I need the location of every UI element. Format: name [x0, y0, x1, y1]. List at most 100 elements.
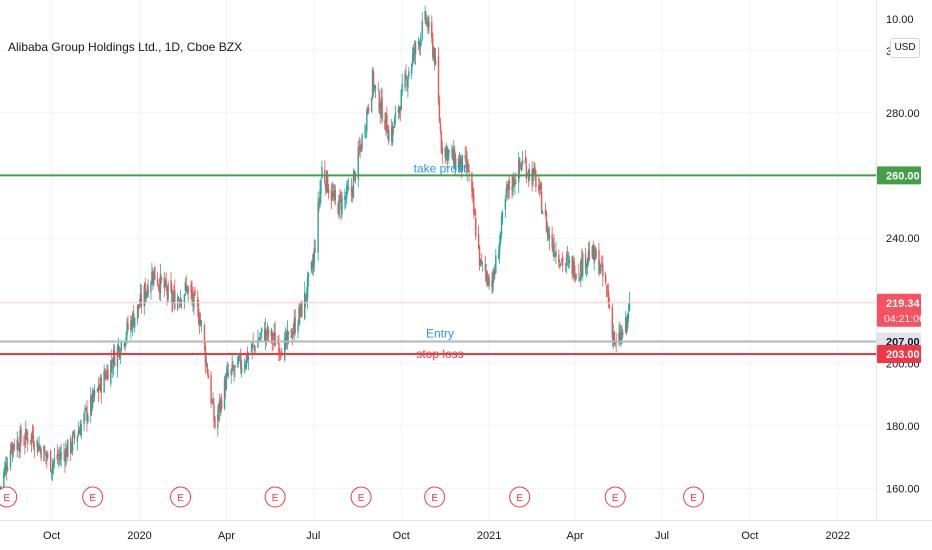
- candle-body: [507, 181, 509, 191]
- candle-body: [26, 432, 28, 437]
- candle-body: [147, 285, 149, 296]
- candle-body: [36, 439, 38, 447]
- candle-body: [126, 321, 128, 336]
- candle-body: [93, 390, 96, 397]
- candle-body: [84, 408, 86, 411]
- candle-body: [66, 447, 68, 458]
- candle-body: [521, 160, 524, 165]
- candle-body: [193, 293, 195, 308]
- candle-body: [100, 378, 102, 394]
- candle-body: [531, 170, 533, 185]
- candle-body: [464, 155, 466, 158]
- candle-body: [123, 344, 125, 346]
- candle-body: [628, 302, 631, 312]
- time-tick-label: Apr: [567, 530, 584, 542]
- candle-body: [547, 229, 550, 237]
- candle-body: [568, 259, 571, 263]
- candle-body: [52, 461, 55, 465]
- candle-body: [345, 197, 347, 200]
- candle-body: [265, 331, 268, 336]
- candle-body: [125, 336, 127, 341]
- candle-body: [500, 216, 503, 235]
- candle-body: [599, 269, 601, 273]
- candle-body: [446, 146, 448, 162]
- candle-body: [340, 199, 342, 210]
- candle-body: [238, 359, 240, 361]
- candle-body: [266, 326, 269, 334]
- candle-body: [90, 396, 92, 416]
- earnings-icon: [82, 486, 104, 508]
- candle-body: [51, 464, 54, 472]
- candle-body: [240, 354, 242, 369]
- candle-body: [535, 172, 537, 188]
- candle-body: [525, 164, 528, 179]
- candle-body: [373, 85, 376, 89]
- candle-body: [433, 48, 436, 65]
- candle-body: [157, 285, 160, 287]
- candle-body: [346, 185, 348, 197]
- time-axis-background: [0, 520, 932, 550]
- candle-body: [218, 403, 220, 413]
- candle-body: [304, 294, 307, 300]
- candle-body: [287, 331, 290, 335]
- candle-body: [263, 329, 266, 341]
- candle-body: [479, 259, 482, 264]
- candle-body: [434, 58, 437, 65]
- candle-body: [582, 253, 584, 277]
- candle-body: [458, 160, 461, 170]
- candlestick-series: [0, 5, 631, 499]
- candle-body: [186, 286, 188, 294]
- candle-body: [4, 466, 6, 476]
- candle-body: [440, 133, 443, 152]
- candle-body: [611, 306, 614, 338]
- candle-body: [232, 365, 234, 370]
- candle-body: [378, 91, 380, 112]
- earnings-marker-label: E: [272, 493, 279, 504]
- candle-body: [312, 260, 315, 269]
- candle-body: [554, 253, 556, 257]
- candle-body: [297, 325, 299, 333]
- candle-body: [445, 148, 447, 152]
- candle-body: [411, 63, 413, 74]
- price-axis[interactable]: 160.00180.00200.00240.00280.0010.0030260…: [876, 0, 932, 520]
- candle-body: [271, 333, 273, 342]
- candle-body: [240, 368, 243, 373]
- earnings-marker-label: E: [358, 493, 365, 504]
- candle-body: [587, 250, 590, 262]
- candle-body: [43, 446, 45, 462]
- candle-body: [103, 370, 105, 393]
- candle-body: [24, 442, 26, 444]
- candle-body: [467, 163, 469, 172]
- time-axis[interactable]: Oct 2020 Apr Jul Oct 2021 Apr Jul Oct 2022: [0, 520, 932, 550]
- candle-body: [326, 171, 328, 192]
- candle-body: [494, 272, 496, 275]
- stop-loss-label: stop loss: [416, 347, 463, 361]
- price-levels[interactable]: take profit Entry stop loss: [0, 161, 876, 361]
- candle-body: [399, 110, 401, 113]
- candle-body: [418, 42, 421, 48]
- candle-body: [138, 307, 141, 309]
- candle-body: [49, 450, 52, 472]
- candle-body: [608, 305, 611, 308]
- candle-body: [119, 353, 122, 359]
- candle-body: [486, 271, 488, 281]
- candle-body: [153, 270, 155, 285]
- currency-badge[interactable]: USD: [890, 38, 920, 58]
- candle-body: [130, 320, 132, 330]
- candle-body: [112, 366, 114, 368]
- candle-body: [388, 130, 390, 142]
- candle-body: [80, 423, 82, 437]
- candle-body: [325, 182, 327, 190]
- stop-loss-tag-label: 203.00: [886, 349, 920, 361]
- candle-body: [219, 398, 222, 409]
- candle-body: [613, 331, 615, 344]
- candle-body: [360, 146, 362, 151]
- candle-body: [572, 260, 574, 273]
- candle-body: [437, 56, 440, 103]
- candle-body: [393, 118, 396, 128]
- candle-body: [170, 280, 172, 291]
- candle-body: [484, 263, 486, 272]
- candle-body: [592, 245, 594, 260]
